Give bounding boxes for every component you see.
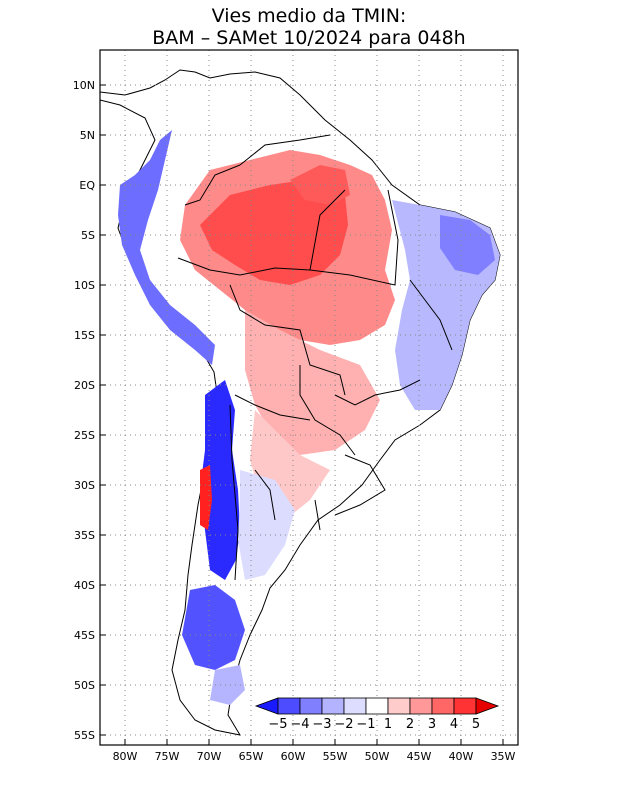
lon-label: 40W	[449, 750, 474, 763]
negative-bias-andes-south	[200, 380, 240, 580]
lat-tick-labels: 10N 5N EQ 5S 10S 15S 20S 25S 30S 35S 40S…	[73, 79, 96, 742]
colorbar-swatch	[409, 697, 433, 715]
colorbar-label: −4	[290, 717, 309, 732]
colorbar-swatch	[365, 697, 389, 715]
colorbar-swatch	[277, 697, 301, 715]
colorbar-arrow-left	[254, 697, 279, 715]
colorbar-swatch	[299, 697, 323, 715]
negative-bias-northeast	[440, 215, 495, 275]
lon-label: 55W	[323, 750, 348, 763]
positive-bias-chile-strip	[200, 465, 212, 530]
title-line-2: BAM – SAMet 10/2024 para 048h	[152, 27, 465, 49]
lat-label: 10N	[73, 79, 95, 92]
lon-label: 75W	[155, 750, 180, 763]
colorbar-label: −2	[334, 717, 353, 732]
lon-label: 35W	[491, 750, 516, 763]
lat-label: 15S	[74, 329, 95, 342]
title-line-1: Vies medio da TMIN:	[212, 5, 407, 27]
lat-label: 45S	[74, 629, 95, 642]
colorbar-label: 1	[384, 717, 392, 732]
lat-label: 50S	[74, 679, 95, 692]
lon-label: 65W	[239, 750, 264, 763]
colorbar-label: −3	[312, 717, 331, 732]
negative-bias-patagonia	[182, 585, 245, 670]
light-bias-argentina	[238, 470, 295, 580]
positive-bias-central	[245, 310, 380, 455]
colorbar: −5 −4 −3 −2 −1 1 2 3 4 5	[254, 697, 500, 732]
colorbar-swatch	[321, 697, 345, 715]
lat-label: 30S	[74, 479, 95, 492]
colorbar-label: −1	[356, 717, 375, 732]
tick-marks	[100, 84, 504, 745]
plot-frame	[99, 49, 519, 746]
colorbar-label: 5	[472, 717, 480, 732]
colorbar-swatch	[431, 697, 455, 715]
lat-label: 20S	[74, 379, 95, 392]
lat-label: 10S	[74, 279, 95, 292]
colorbar-swatch	[387, 697, 411, 715]
colorbar-arrow-right	[475, 697, 500, 715]
lon-label: 60W	[281, 750, 306, 763]
lat-label: 5N	[80, 129, 95, 142]
lon-grid	[124, 50, 504, 745]
strong-positive-bias-region	[200, 178, 348, 285]
lat-label: 55S	[74, 729, 95, 742]
colorbar-swatch	[453, 697, 477, 715]
lat-label: 40S	[74, 579, 95, 592]
lat-label: 5S	[81, 229, 95, 242]
negative-bias-patagonia-light	[210, 665, 245, 705]
colorbar-label: −5	[268, 717, 287, 732]
map-layer	[100, 50, 518, 745]
lon-label: 50W	[365, 750, 390, 763]
colorbar-labels: −5 −4 −3 −2 −1 1 2 3 4 5	[268, 717, 480, 732]
lat-label: EQ	[79, 179, 95, 192]
lat-label: 35S	[74, 529, 95, 542]
colorbar-label: 2	[406, 717, 414, 732]
lon-label: 80W	[113, 750, 138, 763]
lat-label: 25S	[74, 429, 95, 442]
negative-bias-andes-north	[118, 130, 215, 365]
lon-label: 70W	[197, 750, 222, 763]
colorbar-label: 3	[428, 717, 436, 732]
colorbar-label: 4	[450, 717, 458, 732]
lon-tick-labels: 80W 75W 70W 65W 60W 55W 50W 45W 40W 35W	[113, 750, 516, 763]
country-borders	[177, 134, 453, 581]
colorbar-swatch	[343, 697, 367, 715]
lon-label: 45W	[407, 750, 432, 763]
